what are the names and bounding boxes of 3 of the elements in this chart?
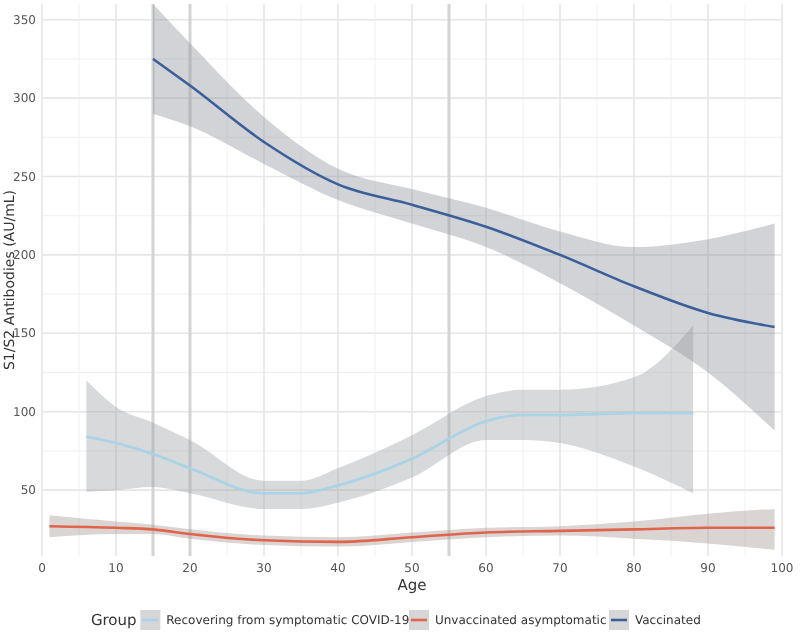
line-series bbox=[151, 57, 776, 329]
line-series bbox=[85, 412, 695, 495]
line-series bbox=[48, 524, 776, 544]
